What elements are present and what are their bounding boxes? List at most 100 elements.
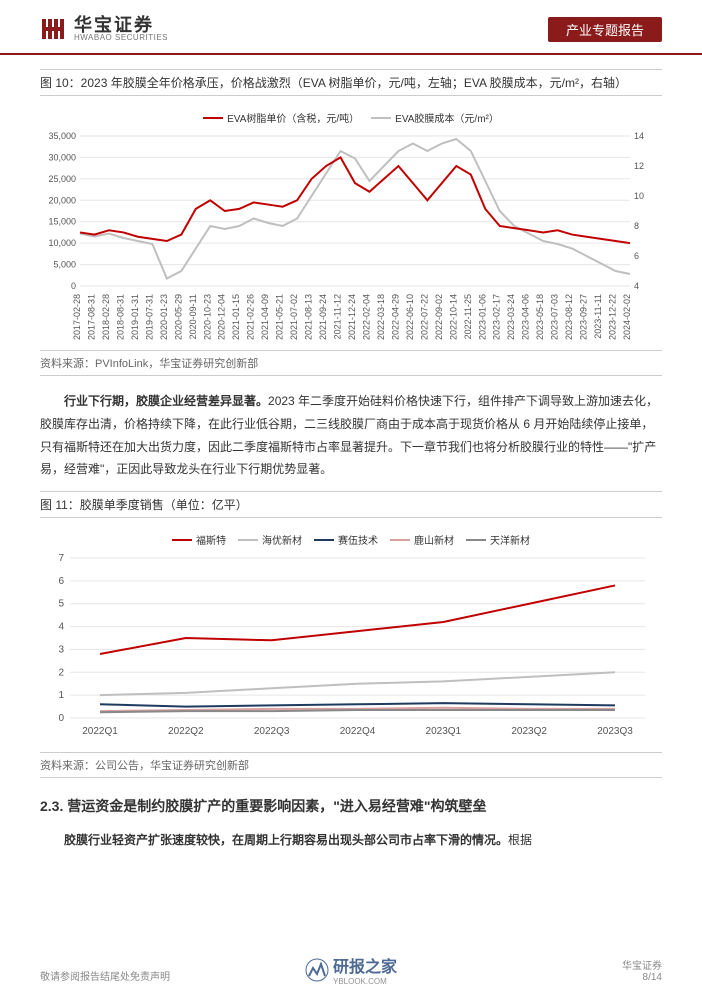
svg-text:2020-09-11: 2020-09-11: [188, 294, 198, 339]
svg-text:2: 2: [58, 667, 64, 678]
svg-text:2021-07-02: 2021-07-02: [289, 294, 299, 340]
svg-text:2023-04-06: 2023-04-06: [521, 294, 531, 340]
footer-disclaimer: 敬请参阅报告结尾处免责声明: [40, 968, 170, 983]
svg-text:2022-03-18: 2022-03-18: [376, 294, 386, 340]
svg-text:2019-07-31: 2019-07-31: [144, 294, 154, 340]
svg-text:6: 6: [58, 576, 64, 587]
svg-text:2021-01-15: 2021-01-15: [231, 294, 241, 340]
svg-text:2020-10-23: 2020-10-23: [202, 294, 212, 340]
section-2-3-title: 2.3. 营运资金是制约胶膜扩产的重要影响因素，"进入易经营难"构筑壁垒: [40, 794, 662, 819]
fig10-svg: 05,00010,00015,00020,00025,00030,00035,0…: [40, 131, 660, 341]
svg-text:2020-01-23: 2020-01-23: [159, 294, 169, 340]
svg-text:2024-02-02: 2024-02-02: [622, 294, 632, 340]
svg-text:2022-07-22: 2022-07-22: [419, 294, 429, 340]
svg-text:4: 4: [634, 281, 639, 291]
svg-text:2020-12-04: 2020-12-04: [217, 294, 227, 340]
svg-text:2023-08-12: 2023-08-12: [564, 294, 574, 340]
fig11-legend: 福斯特海优新材赛伍技术鹿山新材天洋新材: [40, 526, 662, 553]
svg-text:2022-09-02: 2022-09-02: [434, 294, 444, 340]
para2-bold: 胶膜行业轻资产扩张速度较快，在周期上行期容易出现头部公司市占率下滑的情况。: [64, 833, 508, 847]
fig11-svg: 0 1 2 3 4 5 6 7 2022Q1 2022Q2 2022Q3 2022Q4 2023Q1 20…: [40, 553, 660, 743]
svg-text:2023-03-24: 2023-03-24: [506, 294, 516, 340]
svg-text:3: 3: [58, 645, 64, 656]
svg-text:5,000: 5,000: [53, 260, 76, 270]
svg-text:2023-02-17: 2023-02-17: [492, 294, 502, 340]
svg-text:2021-12-24: 2021-12-24: [347, 294, 357, 340]
svg-text:2022Q2: 2022Q2: [168, 726, 204, 737]
svg-text:25,000: 25,000: [48, 174, 76, 184]
watermark-icon: [305, 958, 329, 982]
svg-text:2023-07-03: 2023-07-03: [550, 294, 560, 340]
watermark-sub: YBLOOK.COM: [333, 977, 397, 986]
svg-text:1: 1: [58, 690, 64, 701]
logo-en: HWABAO SECURITIES: [74, 34, 168, 42]
svg-text:2021-05-21: 2021-05-21: [275, 294, 285, 340]
page-content: 图 10：2023 年胶膜全年价格承压，价格战激烈（EVA 树脂单价，元/吨，左…: [0, 55, 702, 872]
legend-item: 海优新材: [238, 532, 302, 547]
fig10-source: 资料来源：PVInfoLink，华宝证券研究创新部: [40, 350, 662, 376]
svg-text:14: 14: [634, 131, 644, 141]
svg-text:2022-04-29: 2022-04-29: [390, 294, 400, 340]
svg-text:2023Q3: 2023Q3: [597, 726, 633, 737]
svg-text:2023Q2: 2023Q2: [511, 726, 547, 737]
section-text: 营运资金是制约胶膜扩产的重要影响因素，"进入易经营难"构筑壁垒: [67, 798, 486, 814]
svg-text:7: 7: [58, 553, 64, 564]
svg-text:2023Q1: 2023Q1: [426, 726, 462, 737]
logo-cn: 华宝证券: [74, 16, 168, 34]
svg-text:2021-04-09: 2021-04-09: [260, 294, 270, 340]
page-header: 华宝证券 HWABAO SECURITIES 产业专题报告: [0, 0, 702, 55]
fig10-chart: EVA树脂单价（含税，元/吨） EVA胶膜成本（元/m²） 0 5,000 10,00…: [40, 104, 662, 344]
para-capital-constraint: 胶膜行业轻资产扩张速度较快，在周期上行期容易出现头部公司市占率下滑的情况。根据: [40, 829, 662, 852]
svg-text:2023-01-06: 2023-01-06: [477, 294, 487, 340]
svg-text:5: 5: [58, 599, 64, 610]
svg-text:2023-09-27: 2023-09-27: [579, 294, 589, 340]
para2-body: 根据: [508, 833, 532, 847]
svg-text:2021-11-12: 2021-11-12: [333, 294, 343, 339]
svg-text:10: 10: [634, 191, 644, 201]
legend-item: EVA胶膜成本（元/m²）: [371, 110, 499, 125]
fig10-title: 图 10：2023 年胶膜全年价格承压，价格战激烈（EVA 树脂单价，元/吨，左…: [40, 69, 662, 96]
svg-text:2023-05-18: 2023-05-18: [535, 294, 545, 340]
legend-item: 福斯特: [172, 532, 226, 547]
para1-bold: 行业下行期，胶膜企业经营差异显著。: [64, 394, 268, 408]
fig11-chart: 福斯特海优新材赛伍技术鹿山新材天洋新材 0 1 2 3 4 5 6 7 2022Q1 2022Q2…: [40, 526, 662, 746]
watermark-text: 研报之家: [333, 953, 397, 977]
svg-text:2023-12-22: 2023-12-22: [608, 294, 618, 340]
svg-text:2021-08-13: 2021-08-13: [304, 294, 314, 340]
footer-brand: 华宝证券: [622, 957, 662, 972]
svg-text:2022-11-25: 2022-11-25: [463, 294, 473, 339]
svg-text:2021-09-24: 2021-09-24: [318, 294, 328, 340]
svg-text:2023-11-11: 2023-11-11: [593, 294, 603, 339]
svg-text:35,000: 35,000: [48, 131, 76, 141]
svg-text:2020-05-29: 2020-05-29: [173, 294, 183, 340]
fig11-title: 图 11：胶膜单季度销售（单位：亿平）: [40, 491, 662, 518]
legend-item: 赛伍技术: [314, 532, 378, 547]
fig11-source: 资料来源：公司公告，华宝证券研究创新部: [40, 752, 662, 778]
svg-text:2022-02-04: 2022-02-04: [361, 294, 371, 340]
svg-text:2018-02-28: 2018-02-28: [101, 294, 111, 340]
logo: 华宝证券 HWABAO SECURITIES: [40, 15, 168, 43]
para-industry-downturn: 行业下行期，胶膜企业经营差异显著。2023 年二季度开始硅料价格快速下行，组件排…: [40, 390, 662, 481]
page-number: 8/14: [622, 972, 662, 983]
svg-text:15,000: 15,000: [48, 217, 76, 227]
svg-text:12: 12: [634, 161, 644, 171]
section-num: 2.3.: [40, 798, 63, 814]
svg-text:2019-01-31: 2019-01-31: [130, 294, 140, 340]
svg-text:4: 4: [58, 622, 64, 633]
svg-text:0: 0: [58, 713, 64, 724]
svg-text:2022Q3: 2022Q3: [254, 726, 290, 737]
svg-text:2022Q1: 2022Q1: [82, 726, 118, 737]
svg-text:30,000: 30,000: [48, 152, 76, 162]
fig10-legend: EVA树脂单价（含税，元/吨） EVA胶膜成本（元/m²）: [40, 104, 662, 131]
svg-text:6: 6: [634, 251, 639, 261]
svg-text:0: 0: [71, 281, 76, 291]
legend-item: EVA树脂单价（含税，元/吨）: [203, 110, 359, 125]
svg-text:2018-08-31: 2018-08-31: [115, 294, 125, 340]
svg-text:10,000: 10,000: [48, 238, 76, 248]
legend-item: 天洋新材: [466, 532, 530, 547]
svg-text:2022Q4: 2022Q4: [340, 726, 376, 737]
legend-item: 鹿山新材: [390, 532, 454, 547]
report-type-badge: 产业专题报告: [548, 17, 662, 42]
svg-text:2022-06-10: 2022-06-10: [405, 294, 415, 340]
watermark: 研报之家 YBLOOK.COM: [305, 953, 397, 986]
